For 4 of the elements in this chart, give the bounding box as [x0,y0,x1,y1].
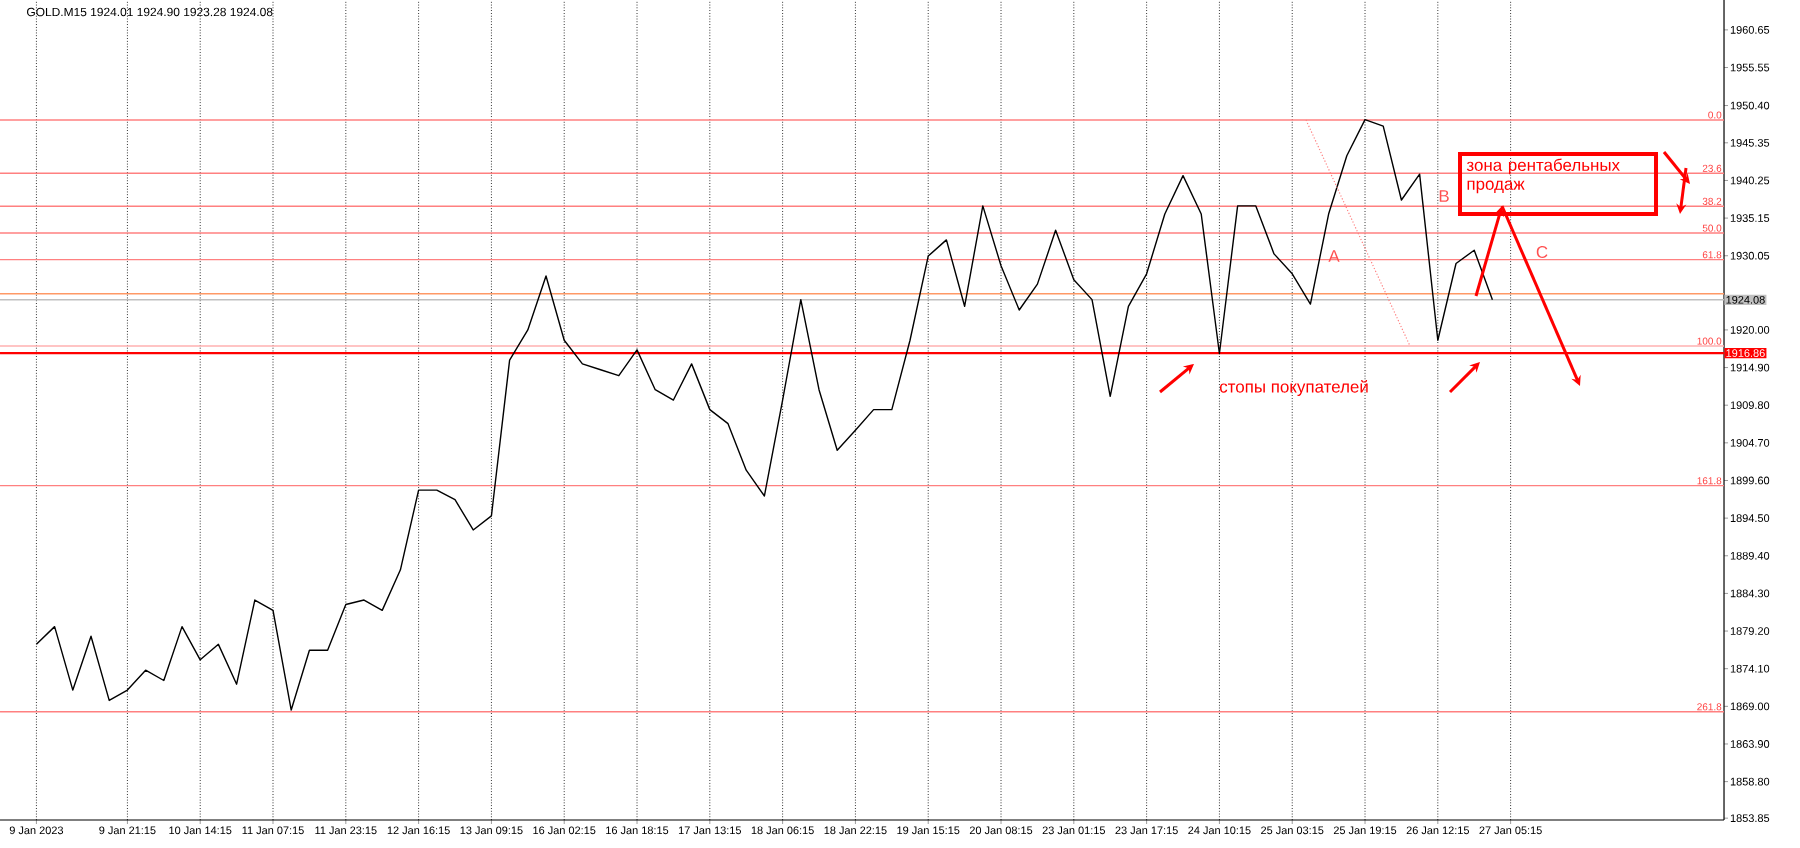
annotation: стопы покупателей [1219,379,1368,397]
annotation: зона рентабельных продаж [1466,158,1620,194]
annotation: B [1439,190,1449,202]
text: C [1536,246,1548,258]
